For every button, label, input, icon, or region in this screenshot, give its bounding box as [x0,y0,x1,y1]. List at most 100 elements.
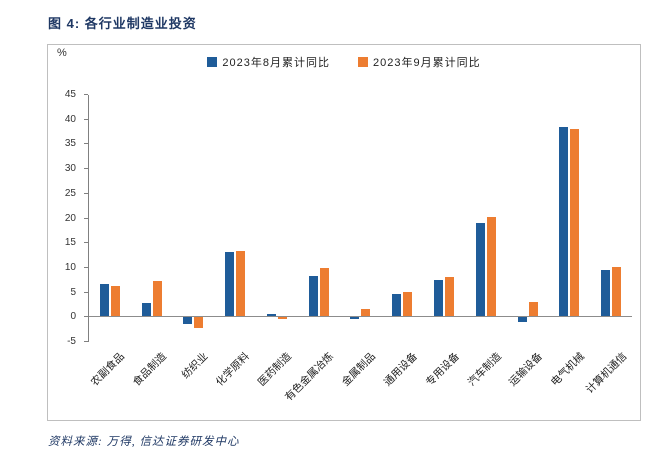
y-tick-mark [84,217,88,219]
bar-group [89,95,131,342]
source-note: 资料来源: 万得, 信达证券研发中心 [48,436,240,448]
x-tick-label: 化学原料 [214,350,253,389]
y-axis-unit-label: % [57,47,67,59]
y-tick-mark [84,316,88,318]
bar-series-0 [266,314,276,318]
y-tick-mark [84,168,88,170]
bar-series-0 [225,252,235,318]
y-tick-label: 5 [70,286,76,298]
bar-series-0 [99,283,109,318]
x-tick-label: 汽车制造 [465,350,504,389]
y-tick-label: 25 [64,187,76,199]
bar-series-1 [612,266,622,318]
plot-area [88,95,632,342]
y-tick-label: 10 [64,261,76,273]
y-tick-label: 20 [64,212,76,224]
bar-group [256,95,298,342]
x-tick-cell: 食品制造 [130,344,172,420]
bar-series-0 [601,269,611,318]
y-tick-label: 45 [64,89,76,100]
x-tick-cell: 运输设备 [506,344,548,420]
bar-series-1 [528,302,538,318]
legend-item-september: 2023年9月累计同比 [358,54,481,70]
bar-group [340,95,382,342]
bar-series-0 [350,317,360,320]
x-tick-cell: 纺织业 [172,344,214,420]
x-tick-cell: 化学原料 [214,344,256,420]
x-tick-label: 纺织业 [179,350,211,382]
bar-group [381,95,423,342]
y-tick-mark [84,192,88,194]
x-tick-label: 金属制品 [339,350,378,389]
y-tick-mark [84,118,88,120]
bar-group [131,95,173,342]
x-tick-label: 医药制造 [256,350,295,389]
figure-title: 图 4: 各行业制造业投资 [48,16,197,31]
chart-panel: % 2023年8月累计同比 2023年9月累计同比 45 40 35 30 25 20 15… [47,44,641,421]
legend-swatch-august [207,57,218,67]
bar-series-0 [141,303,151,318]
y-tick-mark [84,266,88,268]
y-tick-label: 40 [64,113,76,125]
y-tick-mark [84,242,88,244]
bar-series-1 [570,129,580,318]
bar-series-1 [445,277,454,318]
bar-series-1 [110,286,120,318]
bar-series-0 [392,293,402,318]
bar-group [214,95,256,342]
x-tick-cell: 电气机械 [548,344,590,420]
bar-series-0 [183,317,193,324]
legend-label-september: 2023年9月累计同比 [373,57,481,69]
bar-series-1 [361,308,371,318]
legend-label-august: 2023年8月累计同比 [222,57,330,69]
bar-group [465,95,507,342]
bar-series-0 [559,126,569,318]
chart-legend: 2023年8月累计同比 2023年9月累计同比 [48,54,640,70]
y-tick-label: 15 [64,237,76,249]
x-tick-label: 专用设备 [423,350,462,389]
y-tick-mark [84,94,88,95]
bar-group [590,95,632,342]
bar-series-0 [475,223,485,318]
bar-series-1 [277,317,287,319]
bar-series-0 [434,279,443,318]
bar-series-1 [236,250,246,318]
y-tick-label: 30 [64,163,76,175]
x-tick-cell: 计算机通信 [583,344,632,420]
zero-axis-line [89,316,632,318]
x-tick-label: 电气机械 [548,350,588,389]
bar-group [548,95,590,342]
y-axis: 45 40 35 30 25 20 15 10 5 0 -5 [50,90,88,347]
y-tick-label: 0 [70,311,76,323]
x-axis-labels: 农副食品 食品制造 纺织业 化学原料 医药制造 有色金属冶炼 金属制品 通用设备 专用设备 汽车制… [88,344,632,420]
x-tick-cell: 专用设备 [423,344,465,420]
bar-group [173,95,215,342]
x-tick-cell: 金属制品 [339,344,381,420]
x-tick-cell: 农副食品 [88,344,130,420]
x-tick-label: 食品制造 [130,350,169,389]
y-tick-label: -5 [67,336,76,347]
x-tick-cell: 汽车制造 [465,344,507,420]
bar-series-1 [403,292,413,318]
x-tick-label: 运输设备 [507,350,546,389]
x-tick-label: 农副食品 [88,350,127,389]
bar-series-0 [517,317,527,322]
x-tick-cell: 通用设备 [381,344,423,420]
y-tick-mark [84,341,88,342]
x-tick-label: 通用设备 [381,350,420,389]
bar-group [298,95,340,342]
y-tick-mark [84,143,88,145]
y-tick-label: 35 [64,138,76,150]
legend-item-august: 2023年8月累计同比 [207,54,330,70]
bar-series-0 [308,275,318,318]
bar-group [423,95,465,342]
bar-series-1 [319,268,329,318]
bar-series-1 [194,317,204,329]
bar-series-1 [152,280,162,318]
x-tick-cell: 医药制造 [255,344,297,420]
x-tick-cell: 有色金属冶炼 [283,344,339,420]
bar-series-1 [486,216,496,318]
y-tick-mark [84,291,88,293]
bar-group [507,95,549,342]
